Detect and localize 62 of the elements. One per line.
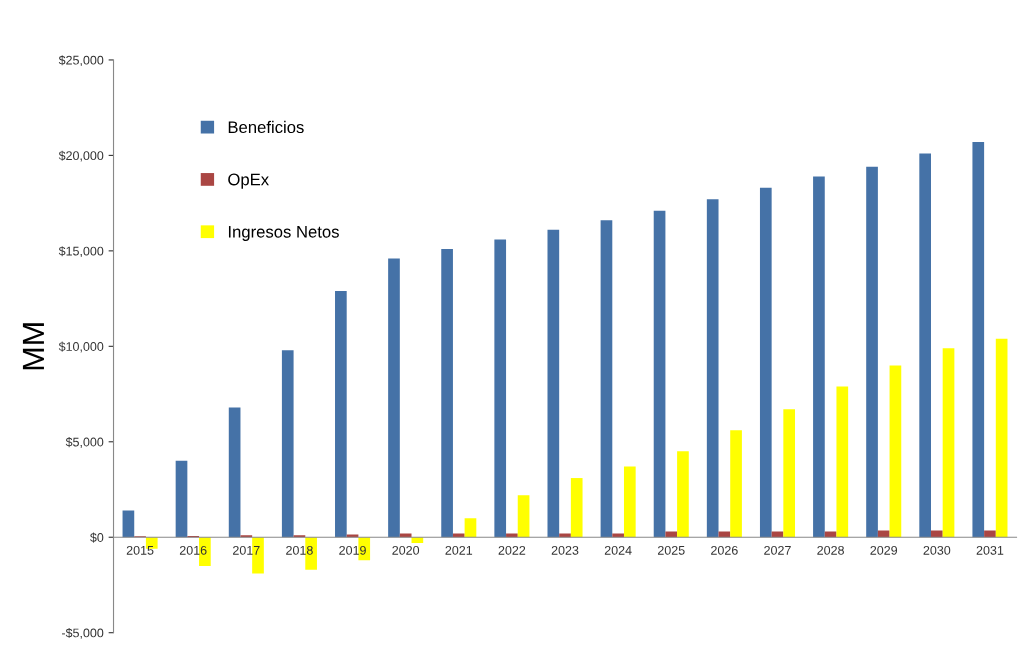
bar bbox=[877, 530, 890, 538]
bar bbox=[730, 430, 742, 538]
bar bbox=[813, 176, 825, 538]
bar bbox=[600, 220, 613, 538]
x-tick-label: 2025 bbox=[657, 545, 685, 555]
x-tick-label: 2022 bbox=[498, 545, 526, 555]
x-tick-label: 2029 bbox=[870, 545, 898, 555]
x-tick-label: 2026 bbox=[711, 545, 738, 555]
bar bbox=[122, 510, 135, 538]
bar bbox=[399, 533, 412, 538]
bar bbox=[653, 210, 666, 538]
bar bbox=[547, 229, 560, 538]
bar bbox=[706, 199, 719, 538]
bar bbox=[942, 348, 955, 538]
bar bbox=[889, 365, 902, 538]
bar bbox=[494, 239, 507, 538]
x-tick-label: 2030 bbox=[923, 545, 951, 555]
bar bbox=[388, 258, 400, 538]
x-tick-label: 2015 bbox=[126, 545, 154, 555]
bar bbox=[464, 518, 477, 538]
x-tick-label: 2028 bbox=[817, 545, 844, 555]
bar bbox=[759, 187, 772, 538]
legend-label: OpEx bbox=[228, 173, 269, 189]
y-axis-title: MM bbox=[22, 323, 44, 370]
y-tick-label: $20,000 bbox=[58, 150, 104, 162]
bar bbox=[335, 290, 347, 538]
y-tick-label: $0 bbox=[90, 532, 104, 543]
bar bbox=[346, 534, 359, 538]
x-tick-label: 2023 bbox=[551, 545, 579, 555]
bar bbox=[612, 533, 624, 538]
y-tick-label: $25,000 bbox=[58, 55, 104, 67]
y-tick-label: -$5,000 bbox=[61, 627, 104, 639]
y-tick-label: $15,000 bbox=[58, 246, 104, 257]
bar bbox=[559, 533, 571, 538]
bar bbox=[931, 530, 943, 538]
bar bbox=[836, 386, 849, 538]
bar bbox=[972, 142, 985, 538]
legend-label: Ingresos Netos bbox=[228, 226, 339, 241]
x-tick-label: 2027 bbox=[764, 545, 791, 555]
bar bbox=[441, 248, 453, 538]
bar bbox=[452, 533, 465, 538]
bar bbox=[995, 338, 1008, 538]
bar bbox=[984, 530, 996, 538]
bar bbox=[517, 495, 530, 538]
bar bbox=[866, 166, 878, 538]
legend-label: Beneficios bbox=[228, 120, 304, 134]
x-tick-label: 2021 bbox=[445, 545, 473, 555]
bar bbox=[281, 350, 294, 538]
bar bbox=[175, 460, 188, 538]
bar bbox=[783, 409, 796, 538]
y-tick-label: $10,000 bbox=[58, 341, 104, 353]
x-tick-label: 2024 bbox=[604, 545, 632, 555]
bar bbox=[665, 531, 678, 538]
y-tick-label: $5,000 bbox=[65, 437, 104, 448]
x-tick-label: 2020 bbox=[392, 545, 420, 555]
bar bbox=[228, 407, 241, 538]
bar bbox=[623, 466, 636, 538]
bar bbox=[570, 478, 583, 538]
bar bbox=[677, 451, 689, 538]
bar bbox=[506, 533, 518, 538]
bar bbox=[919, 153, 931, 538]
x-tick-label: 2031 bbox=[976, 545, 1004, 555]
